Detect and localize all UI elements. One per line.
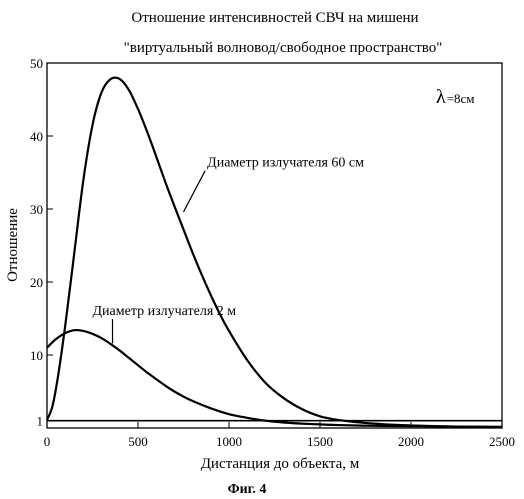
annotation-label: Диаметр излучателя 2 м — [93, 304, 237, 319]
x-tick-label: 2500 — [489, 434, 515, 449]
y-tick-label: 40 — [30, 129, 43, 144]
annotations: Диаметр излучателя 60 см Диаметр излучате… — [93, 156, 365, 344]
y-tick-label: 10 — [30, 348, 43, 363]
y-tick-label: 30 — [30, 202, 43, 217]
x-tick-label: 500 — [128, 434, 148, 449]
x-tick-label: 2000 — [398, 434, 424, 449]
series-line-0 — [47, 78, 502, 428]
y-tick-label: 20 — [30, 275, 43, 290]
lambda-label: λ=8см — [436, 86, 475, 108]
x-tick-label: 1500 — [307, 434, 333, 449]
series-line-1 — [47, 330, 502, 427]
annotation-label: Диаметр излучателя 60 см — [207, 156, 364, 171]
y-tick-label: 50 — [30, 56, 43, 71]
y-axis-label: Отношение — [5, 208, 21, 282]
series-layer — [47, 78, 502, 428]
x-tick-label: 0 — [44, 434, 51, 449]
y-tick-label: 1 — [37, 414, 44, 429]
chart-subtitle: "виртуальный волновод/свободное простран… — [124, 40, 443, 56]
chart-title: Отношение интенсивностей СВЧ на мишени — [131, 10, 418, 26]
annotation-leader — [184, 171, 206, 212]
y-axis: 1 10 20 30 40 50 — [30, 56, 53, 429]
x-tick-label: 1000 — [216, 434, 242, 449]
x-axis-label: Дистанция до объекта, м — [201, 456, 360, 472]
figure-caption: Фиг. 4 — [228, 482, 267, 497]
plot-frame — [47, 63, 502, 428]
